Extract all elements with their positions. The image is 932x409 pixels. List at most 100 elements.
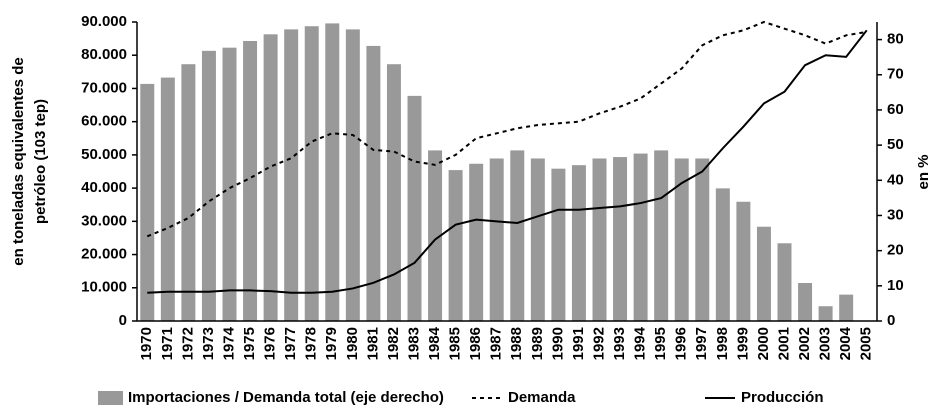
y-tick-label: 90.000 bbox=[81, 13, 127, 30]
x-tick-label: 1973 bbox=[200, 327, 217, 360]
x-tick-label: 1999 bbox=[734, 327, 751, 360]
y-axis-title: en toneladas equivalentes de bbox=[10, 57, 27, 265]
bar bbox=[263, 34, 278, 321]
bar bbox=[428, 150, 443, 321]
x-tick-label: 1992 bbox=[590, 327, 607, 360]
bar bbox=[715, 188, 730, 321]
x-tick-label: 1989 bbox=[529, 327, 546, 360]
bar bbox=[839, 294, 854, 321]
bar bbox=[551, 168, 566, 321]
y2-tick-label: 20 bbox=[887, 242, 904, 259]
x-tick-label: 1974 bbox=[220, 326, 237, 360]
bar bbox=[777, 243, 792, 321]
legend-label: Demanda bbox=[508, 389, 576, 406]
y-axis-title: petróleo (103 tep) bbox=[32, 99, 49, 224]
bar bbox=[510, 150, 525, 321]
x-tick-label: 1971 bbox=[159, 327, 176, 360]
bar bbox=[530, 158, 545, 321]
bar bbox=[571, 165, 586, 321]
x-tick-label: 1975 bbox=[241, 327, 258, 360]
line bbox=[147, 29, 868, 294]
x-tick-label: 2004 bbox=[837, 326, 854, 360]
bar bbox=[284, 29, 299, 322]
bar bbox=[818, 306, 833, 321]
y-tick-label: 50.000 bbox=[81, 146, 127, 163]
x-tick-label: 1988 bbox=[508, 327, 525, 360]
x-tick-label: 1977 bbox=[282, 327, 299, 360]
bar bbox=[304, 26, 319, 321]
legend-label: Producción bbox=[741, 389, 824, 406]
bar bbox=[243, 40, 258, 321]
y-tick-label: 0 bbox=[119, 312, 127, 329]
bar bbox=[798, 283, 813, 321]
y2-tick-label: 50 bbox=[887, 136, 904, 153]
y2-tick-label: 0 bbox=[887, 312, 895, 329]
bar bbox=[160, 77, 175, 321]
y-tick-label: 10.000 bbox=[81, 279, 127, 296]
y2-tick-label: 70 bbox=[887, 66, 904, 83]
y-tick-label: 80.000 bbox=[81, 46, 127, 63]
bar bbox=[345, 29, 360, 322]
bar bbox=[695, 158, 710, 321]
x-tick-label: 1998 bbox=[714, 327, 731, 360]
y-tick-label: 30.000 bbox=[81, 212, 127, 229]
x-tick-label: 1979 bbox=[323, 327, 340, 360]
x-tick-label: 1996 bbox=[673, 327, 690, 360]
y-tick-label: 40.000 bbox=[81, 179, 127, 196]
bar bbox=[633, 153, 648, 321]
y2-tick-label: 80 bbox=[887, 31, 904, 48]
x-tick-label: 1981 bbox=[364, 327, 381, 360]
x-tick-label: 1993 bbox=[611, 327, 628, 360]
bar bbox=[654, 150, 669, 321]
x-tick-label: 1976 bbox=[262, 327, 279, 360]
bar bbox=[489, 158, 504, 321]
x-tick-label: 2005 bbox=[858, 327, 875, 360]
bar bbox=[736, 201, 751, 321]
x-tick-label: 2002 bbox=[796, 327, 813, 360]
bar bbox=[407, 95, 422, 321]
y2-axis-title: en % bbox=[915, 154, 932, 189]
x-tick-label: 1985 bbox=[447, 327, 464, 360]
x-tick-label: 1972 bbox=[179, 327, 196, 360]
x-tick-label: 1982 bbox=[385, 327, 402, 360]
x-tick-label: 1987 bbox=[488, 327, 505, 360]
bar bbox=[201, 50, 216, 322]
x-tick-label: 1980 bbox=[344, 327, 361, 360]
line bbox=[146, 20, 867, 238]
x-tick-label: 1997 bbox=[693, 327, 710, 360]
x-tick-label: 1995 bbox=[652, 327, 669, 360]
x-tick-label: 1970 bbox=[138, 327, 155, 360]
bar bbox=[386, 64, 401, 321]
y-tick-label: 20.000 bbox=[81, 246, 127, 263]
bar bbox=[756, 226, 771, 321]
bar bbox=[222, 47, 237, 321]
y-tick-label: 60.000 bbox=[81, 113, 127, 130]
bar bbox=[613, 157, 628, 321]
bar bbox=[592, 158, 607, 321]
y2-tick-label: 40 bbox=[887, 171, 904, 188]
y2-tick-label: 60 bbox=[887, 101, 904, 118]
y-tick-label: 70.000 bbox=[81, 79, 127, 96]
x-tick-label: 2000 bbox=[755, 327, 772, 360]
y2-tick-label: 30 bbox=[887, 206, 904, 223]
x-tick-label: 1978 bbox=[303, 327, 320, 360]
x-tick-label: 1994 bbox=[632, 326, 649, 360]
x-tick-label: 1986 bbox=[467, 327, 484, 360]
bar bbox=[325, 23, 340, 322]
x-tick-label: 1983 bbox=[405, 327, 422, 360]
bar bbox=[181, 64, 196, 321]
bar bbox=[674, 158, 689, 321]
legend-label: Importaciones / Demanda total (eje derec… bbox=[128, 389, 444, 406]
x-tick-label: 1990 bbox=[549, 327, 566, 360]
legend-key bbox=[98, 391, 123, 405]
x-tick-label: 2003 bbox=[817, 327, 834, 360]
bar bbox=[448, 170, 463, 321]
bar bbox=[140, 83, 155, 322]
bar bbox=[469, 163, 484, 321]
x-tick-label: 1984 bbox=[426, 326, 443, 360]
x-tick-label: 2001 bbox=[775, 327, 792, 360]
bar bbox=[366, 45, 381, 322]
y2-tick-label: 10 bbox=[887, 277, 904, 294]
x-tick-label: 1991 bbox=[570, 327, 587, 360]
